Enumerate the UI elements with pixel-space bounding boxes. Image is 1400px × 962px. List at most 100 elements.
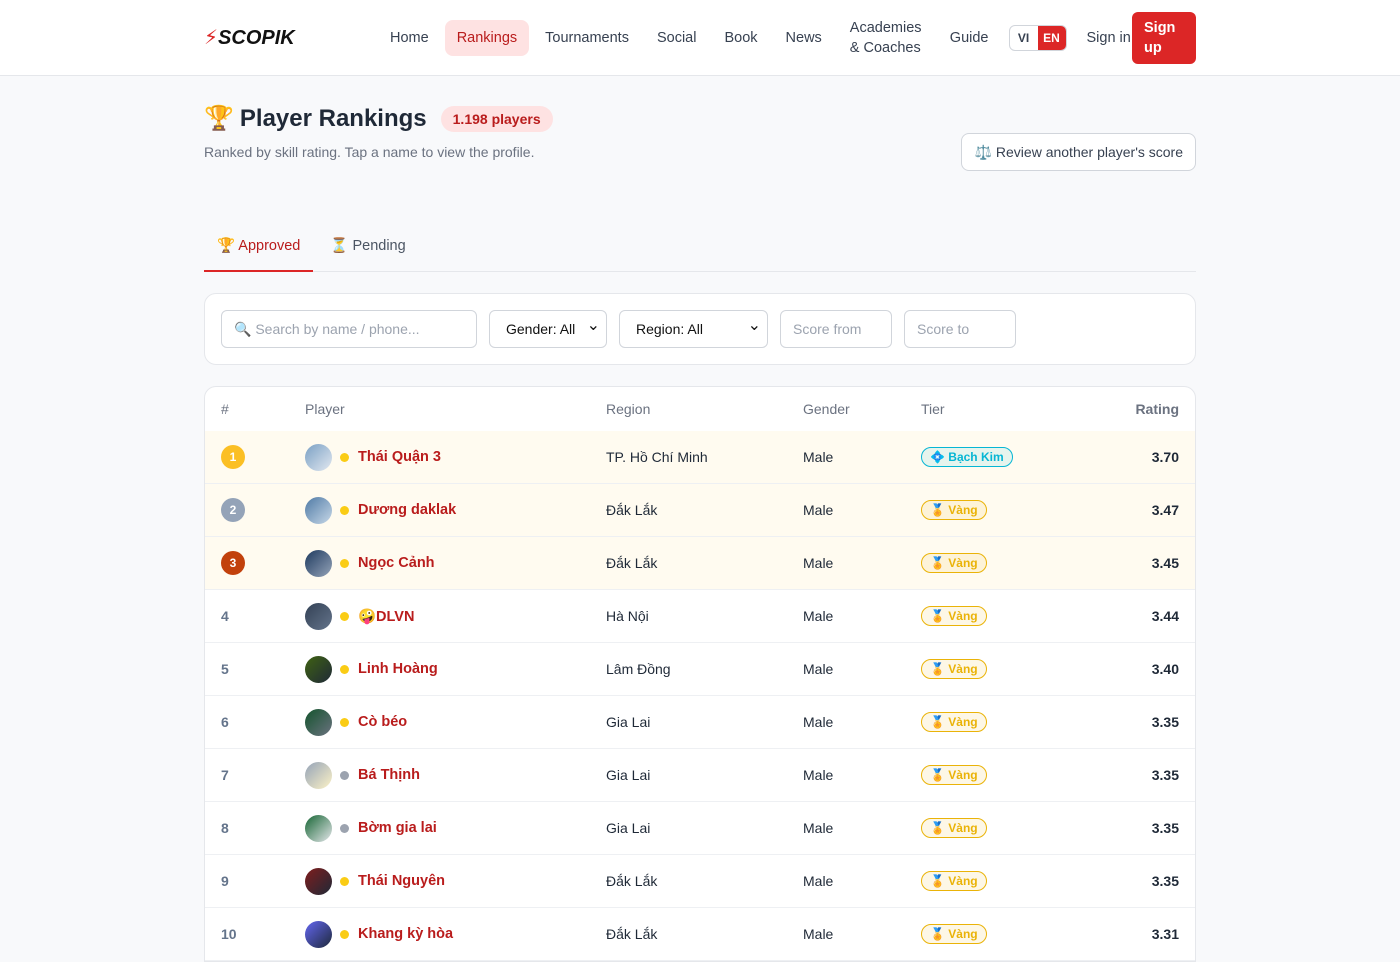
status-dot: [340, 823, 349, 833]
tier-icon: 🏅: [930, 556, 949, 570]
table-row[interactable]: 1 Thái Quận 3 TP. Hồ Chí Minh Male 💠 Bạch Ki…: [205, 431, 1195, 484]
logo-text[interactable]: SCOPIK: [218, 27, 295, 49]
tier-label: Vàng: [948, 874, 978, 888]
avatar[interactable]: [305, 920, 332, 948]
rank: 9: [221, 873, 229, 889]
player-name[interactable]: Bờm gia lai: [358, 820, 437, 836]
nav-link[interactable]: Home: [390, 29, 429, 46]
avatar[interactable]: [305, 655, 332, 683]
player-count: 1.198 players: [440, 105, 553, 132]
logo[interactable]: ⚡SCOPIK: [204, 27, 295, 49]
lang-en[interactable]: EN: [1037, 25, 1066, 50]
player-name[interactable]: Ngọc Cảnh: [358, 555, 435, 571]
tier-cell: 🏅 Vàng: [921, 818, 1059, 838]
tier-badge: 🏅 Vàng: [921, 606, 987, 626]
rank-cell: 1: [221, 445, 305, 469]
region: Lâm Đồng: [606, 661, 671, 677]
status-dot: [340, 929, 349, 939]
nav-link[interactable]: News: [785, 29, 822, 46]
gender: Male: [803, 661, 834, 677]
tier-label: Vàng: [948, 715, 978, 729]
region: Hà Nội: [606, 608, 649, 624]
avatar[interactable]: [305, 867, 332, 895]
score-from[interactable]: Score from: [780, 310, 892, 348]
player-name[interactable]: Bá Thịnh: [358, 767, 421, 783]
tier-cell: 🏅 Vàng: [921, 606, 1059, 626]
rating: 3.44: [1151, 608, 1179, 624]
table-row[interactable]: 3 Ngọc Cảnh Đắk Lắk Male 🏅 Vàng 3.45: [205, 537, 1195, 590]
rank: 6: [221, 714, 229, 730]
score-to-placeholder[interactable]: Score to: [917, 321, 970, 337]
lang-vi[interactable]: VI: [1017, 30, 1030, 45]
player-name[interactable]: Dương daklak: [358, 502, 457, 518]
region-value[interactable]: Region: All: [636, 321, 703, 337]
nav-link[interactable]: Tournaments: [545, 29, 629, 46]
tab-pending[interactable]: ⏳ Pending: [330, 238, 406, 254]
gender-value[interactable]: Gender: All: [506, 321, 576, 337]
player-name[interactable]: Khang kỳ hòa: [358, 926, 454, 942]
sign-up[interactable]: Sign up: [1132, 12, 1196, 64]
region: Gia Lai: [606, 820, 651, 836]
avatar[interactable]: [305, 602, 332, 630]
avatar[interactable]: [305, 443, 332, 471]
table-row[interactable]: 4 🤪DLVN Hà Nội Male 🏅 Vàng 3.44: [205, 590, 1195, 643]
avatar[interactable]: [305, 814, 332, 842]
avatar[interactable]: [305, 761, 332, 789]
table-row[interactable]: 6 Cò béo Gia Lai Male 🏅 Vàng 3.35: [205, 696, 1195, 749]
rank: 4: [221, 608, 229, 624]
nav-link[interactable]: Rankings: [444, 19, 530, 56]
avatar[interactable]: [305, 549, 332, 577]
main: 🏆 Player Rankings 1.198 players Ranked by …: [0, 76, 1400, 962]
nav-link[interactable]: Book: [724, 29, 758, 46]
table-row[interactable]: 2 Dương daklak Đắk Lắk Male 🏅 Vàng 3.47: [205, 484, 1195, 537]
review-button[interactable]: ⚖️ Review another player's score: [961, 133, 1196, 171]
player-name[interactable]: Linh Hoàng: [358, 661, 438, 677]
rankings-table: # Player Region Gender Tier Rating 1 Thái Quận …: [204, 386, 1196, 962]
tab-label[interactable]: Approved: [238, 238, 301, 254]
player-name[interactable]: Cò béo: [358, 714, 408, 730]
gender: Male: [803, 502, 834, 518]
rank: 10: [221, 926, 237, 942]
table-row[interactable]: 10 Khang kỳ hòa Đắk Lắk Male 🏅 Vàng 3.31: [205, 908, 1195, 961]
tab-approved[interactable]: 🏆 Approved: [204, 228, 314, 272]
column-header: Region: [606, 401, 651, 417]
tab-label[interactable]: Pending: [352, 238, 406, 254]
region-select[interactable]: Region: All: [619, 310, 768, 348]
score-to[interactable]: Score to: [904, 310, 1016, 348]
nav-link[interactable]: Academies & Coaches: [849, 19, 922, 56]
avatar[interactable]: [305, 496, 332, 524]
review-label[interactable]: Review another player's score: [995, 144, 1183, 160]
rank-cell: 8: [221, 820, 305, 836]
player-name[interactable]: 🤪DLVN: [358, 608, 415, 625]
player-cell: Ngọc Cảnh: [305, 549, 606, 577]
player-name[interactable]: Thái Quận 3: [358, 449, 441, 465]
rating: 3.35: [1151, 820, 1179, 836]
rank: 3: [221, 551, 245, 575]
rank-cell: 9: [221, 873, 305, 889]
rank: 1: [221, 445, 245, 469]
nav-link[interactable]: Guide: [949, 29, 989, 46]
sign-in[interactable]: Sign in: [1086, 29, 1131, 46]
player-cell: 🤪DLVN: [305, 602, 606, 630]
player-name[interactable]: Thái Nguyên: [358, 873, 446, 889]
page-body: ⚡SCOPIK Home Rankings Tournaments Social Boo…: [0, 0, 1400, 900]
tier-badge: 🏅 Vàng: [921, 818, 987, 838]
scale-icon: ⚖️: [974, 143, 992, 160]
rating: 3.35: [1151, 873, 1179, 889]
status-dot: [340, 717, 349, 727]
tier-label: Bạch Kim: [948, 450, 1004, 464]
gender-select[interactable]: Gender: All: [489, 310, 607, 348]
table-row[interactable]: 9 Thái Nguyên Đắk Lắk Male 🏅 Vàng 3.35: [205, 855, 1195, 908]
status-dot: [340, 876, 349, 886]
nav-link[interactable]: Social: [656, 29, 697, 46]
search-placeholder[interactable]: Search by name / phone...: [255, 321, 420, 337]
avatar[interactable]: [305, 708, 332, 736]
score-from-placeholder[interactable]: Score from: [793, 321, 862, 337]
table-row[interactable]: 7 Bá Thịnh Gia Lai Male 🏅 Vàng 3.35: [205, 749, 1195, 802]
table-row[interactable]: 5 Linh Hoàng Lâm Đồng Male 🏅 Vàng 3.40: [205, 643, 1195, 696]
table-row[interactable]: 8 Bờm gia lai Gia Lai Male 🏅 Vàng 3.35: [205, 802, 1195, 855]
filters: 🔍 Search by name / phone... Gender: All …: [204, 293, 1196, 365]
search-input[interactable]: 🔍 Search by name / phone...: [221, 310, 477, 348]
tier-label: Vàng: [948, 609, 978, 623]
tier-badge: 🏅 Vàng: [921, 659, 987, 679]
